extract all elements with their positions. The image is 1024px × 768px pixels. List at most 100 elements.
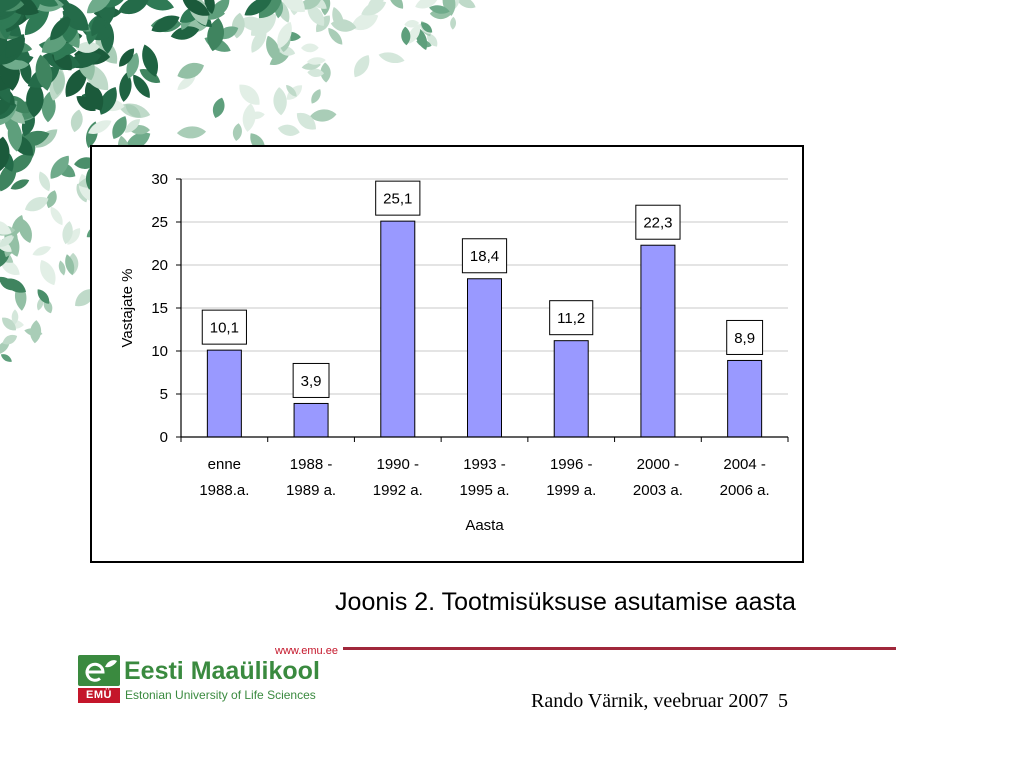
data-labels: 10,1 3,9 25,1 18,4 11,2 22,3 8,9 bbox=[201, 180, 764, 398]
leaf bbox=[32, 246, 52, 256]
data-label-box bbox=[375, 180, 421, 216]
leaf bbox=[41, 32, 70, 54]
leaf bbox=[306, 57, 326, 65]
leaf bbox=[62, 221, 73, 245]
footer-author-date: Rando Värnik, veebruar 2007 bbox=[531, 690, 769, 712]
bar bbox=[380, 220, 416, 438]
data-label-text: 8,9 bbox=[734, 330, 755, 347]
leaf bbox=[0, 259, 20, 275]
data-label-text: 3,9 bbox=[301, 373, 322, 390]
leaf bbox=[296, 112, 316, 130]
leaf bbox=[8, 153, 34, 174]
x-tick-label: 1993 - bbox=[463, 456, 506, 473]
leaf bbox=[367, 0, 387, 7]
data-label: 22,3 bbox=[635, 204, 681, 240]
leaf bbox=[212, 97, 225, 118]
data-label-box bbox=[635, 204, 681, 240]
leaf bbox=[280, 0, 305, 13]
leaf bbox=[2, 317, 16, 331]
leaf bbox=[35, 54, 53, 91]
axes bbox=[176, 178, 789, 442]
y-tick-label: 30 bbox=[151, 171, 168, 188]
bar bbox=[467, 278, 502, 438]
logo-icon-leaf bbox=[105, 660, 117, 668]
y-tick-label: 0 bbox=[160, 429, 168, 446]
bar-chart: 0 5 10 15 20 25 30 enne 1988.a. 1988 - 1989 a. 1990… bbox=[119, 171, 789, 534]
leaf bbox=[41, 91, 56, 123]
data-label: 18,4 bbox=[461, 238, 508, 274]
leaf bbox=[139, 69, 161, 83]
leaf bbox=[421, 22, 433, 33]
leaf bbox=[450, 16, 457, 30]
leaf bbox=[88, 120, 112, 134]
leaf bbox=[170, 26, 200, 40]
leaf bbox=[286, 84, 297, 97]
leaf bbox=[133, 74, 150, 98]
leaf bbox=[266, 35, 280, 63]
leaf bbox=[239, 84, 260, 105]
leaf bbox=[239, 16, 267, 31]
bar bbox=[293, 402, 329, 438]
y-tick-label: 20 bbox=[151, 257, 168, 274]
leaf bbox=[361, 1, 387, 16]
x-tick-label: 1989 a. bbox=[286, 482, 336, 499]
leaf bbox=[76, 95, 96, 112]
leaf bbox=[309, 109, 337, 122]
y-tick-label: 15 bbox=[151, 300, 168, 317]
leaf bbox=[119, 72, 132, 102]
data-label: 11,2 bbox=[549, 300, 594, 336]
bar bbox=[553, 340, 589, 438]
data-label-text: 25,1 bbox=[383, 191, 412, 208]
leaf bbox=[311, 89, 321, 104]
bar bbox=[727, 359, 763, 438]
leaf bbox=[259, 0, 282, 19]
x-tick-label: 1999 a. bbox=[546, 482, 596, 499]
leaf bbox=[242, 103, 256, 132]
leaf bbox=[5, 34, 25, 58]
leaf bbox=[0, 354, 12, 362]
leaf bbox=[37, 289, 50, 304]
leaf bbox=[70, 109, 83, 133]
y-tick-label: 25 bbox=[151, 214, 168, 231]
x-tick-label: 1995 a. bbox=[459, 482, 509, 499]
data-label: 25,1 bbox=[375, 180, 421, 216]
leaf bbox=[273, 87, 287, 116]
leaf bbox=[40, 260, 56, 286]
page-number: 5 bbox=[778, 690, 788, 712]
x-tick-label: 2004 - bbox=[723, 456, 766, 473]
leaf bbox=[58, 260, 66, 276]
data-label: 3,9 bbox=[292, 362, 330, 398]
leaf bbox=[67, 228, 81, 245]
leaf bbox=[26, 81, 44, 118]
leaf bbox=[112, 116, 127, 140]
leaf bbox=[378, 52, 405, 64]
leaf bbox=[31, 0, 59, 7]
leaf bbox=[456, 0, 476, 9]
leaf bbox=[232, 123, 242, 141]
leaf bbox=[126, 52, 139, 79]
leaf bbox=[277, 21, 292, 49]
leaf bbox=[65, 254, 75, 276]
data-label-box bbox=[201, 309, 247, 345]
data-label-text: 10,1 bbox=[210, 320, 239, 337]
leaf bbox=[124, 119, 141, 133]
logo-icon-e-swirl bbox=[85, 662, 105, 682]
leaf bbox=[408, 24, 421, 44]
leaf bbox=[125, 132, 151, 150]
leaf bbox=[307, 68, 325, 77]
leaf bbox=[11, 215, 24, 237]
x-tick-label: 2000 - bbox=[637, 456, 680, 473]
leaf bbox=[0, 220, 12, 235]
leaf bbox=[38, 171, 51, 192]
leaf bbox=[332, 6, 344, 32]
leaf bbox=[46, 190, 57, 209]
leaf bbox=[50, 15, 71, 41]
leaf bbox=[75, 41, 100, 53]
bar bbox=[206, 349, 242, 438]
data-label: 8,9 bbox=[726, 319, 764, 355]
leaf bbox=[0, 276, 15, 291]
leaf bbox=[141, 0, 175, 11]
leaf bbox=[2, 334, 18, 345]
leaf bbox=[125, 104, 141, 118]
leaf bbox=[119, 48, 135, 67]
